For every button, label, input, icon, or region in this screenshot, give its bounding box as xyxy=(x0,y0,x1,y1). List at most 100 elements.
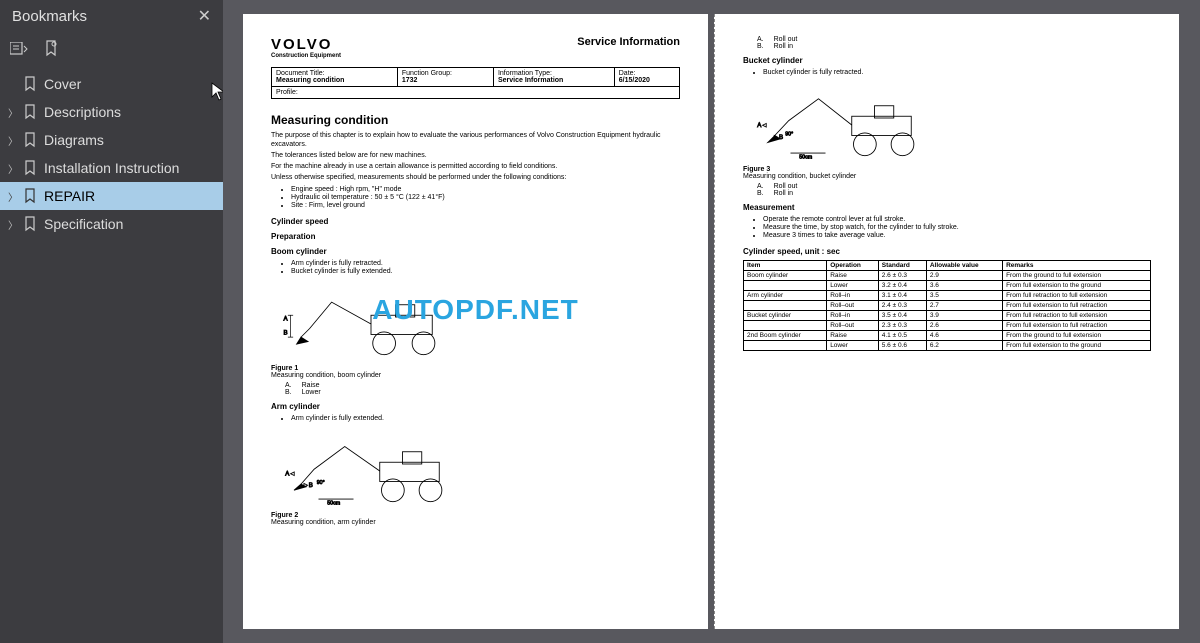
table-cell: 2.7 xyxy=(926,301,1002,311)
document-header: VOLVO Construction Equipment Service Inf… xyxy=(271,36,680,59)
meta-label: Date: xyxy=(619,70,636,77)
svg-text:►B: ►B xyxy=(303,482,313,489)
table-header: Allowable value xyxy=(926,261,1002,271)
bookmark-item-diagrams[interactable]: 〉 Diagrams xyxy=(0,126,223,154)
chevron-right-icon[interactable]: 〉 xyxy=(8,105,18,120)
list-item: Arm cylinder is fully extended. xyxy=(291,415,680,422)
sidebar-header: Bookmarks ✕ xyxy=(0,0,223,32)
table-header: Standard xyxy=(878,261,926,271)
table-cell: From full extension to full retraction xyxy=(1003,321,1151,331)
table-cell: 3.5 xyxy=(926,291,1002,301)
view-options-icon[interactable] xyxy=(10,40,28,58)
list-item: Measure 3 times to take average value. xyxy=(763,232,1151,239)
legend-value: Roll out xyxy=(774,183,798,190)
table-cell: Raise xyxy=(827,271,879,281)
legend-key: B. xyxy=(285,389,292,396)
table-cell xyxy=(744,341,827,351)
meta-value: Measuring condition xyxy=(276,77,344,84)
ribbon-icon[interactable] xyxy=(42,40,60,58)
table-cell: Boom cylinder xyxy=(744,271,827,281)
bookmark-ribbon-icon xyxy=(24,104,38,120)
meta-label: Function Group: xyxy=(402,70,452,77)
legend-key: A. xyxy=(285,382,292,389)
bookmark-item-repair[interactable]: 〉 REPAIR xyxy=(0,182,223,210)
bookmark-item-descriptions[interactable]: 〉 Descriptions xyxy=(0,98,223,126)
svg-text:►B: ►B xyxy=(773,134,783,141)
sidebar-toolbar xyxy=(0,32,223,66)
table-row: Roll–out2.4 ± 0.32.7From full extension … xyxy=(744,301,1151,311)
list-item: Arm cylinder is fully retracted. xyxy=(291,260,680,267)
svg-text:90°: 90° xyxy=(785,132,793,138)
chevron-right-icon[interactable]: 〉 xyxy=(8,161,18,176)
table-row: Boom cylinderRaise2.6 ± 0.32.9From the g… xyxy=(744,271,1151,281)
close-icon[interactable]: ✕ xyxy=(198,6,211,26)
body-text: For the machine already in use a certain… xyxy=(271,162,680,171)
cylinder-speed-table: Item Operation Standard Allowable value … xyxy=(743,260,1151,351)
table-cell: Roll–in xyxy=(827,291,879,301)
table-cell: Lower xyxy=(827,341,879,351)
bookmarks-sidebar: Bookmarks ✕ Cover 〉 Descriptions 〉 Diagr… xyxy=(0,0,223,643)
table-cell: Lower xyxy=(827,281,879,291)
bookmark-label: Descriptions xyxy=(44,104,121,120)
svg-text:90°: 90° xyxy=(317,481,325,487)
table-cell: 4.1 ± 0.5 xyxy=(878,331,926,341)
figure-caption: Figure 2Measuring condition, arm cylinde… xyxy=(271,512,680,526)
list-item: Hydraulic oil temperature : 50 ± 5 °C (1… xyxy=(291,194,680,201)
pdf-page-left: VOLVO Construction Equipment Service Inf… xyxy=(243,14,708,629)
logo-text: VOLVO xyxy=(271,36,341,53)
meta-value: 1732 xyxy=(402,77,418,84)
table-cell: 2.6 xyxy=(926,321,1002,331)
list-item: Measure the time, by stop watch, for the… xyxy=(763,224,1151,231)
bullet-list: Arm cylinder is fully retracted. Bucket … xyxy=(291,260,680,275)
table-cell: 5.6 ± 0.6 xyxy=(878,341,926,351)
bookmark-label: REPAIR xyxy=(44,188,95,204)
svg-text:A: A xyxy=(284,316,289,323)
bookmark-label: Diagrams xyxy=(44,132,104,148)
section-heading: Measuring condition xyxy=(271,113,680,127)
bookmark-ribbon-icon xyxy=(24,216,38,232)
bookmark-item-cover[interactable]: Cover xyxy=(0,70,223,98)
chevron-right-icon[interactable]: 〉 xyxy=(8,217,18,232)
figure-caption: Figure 3Measuring condition, bucket cyli… xyxy=(743,166,1151,180)
subheading: Bucket cylinder xyxy=(743,56,1151,65)
sidebar-title: Bookmarks xyxy=(12,8,87,25)
document-viewer[interactable]: VOLVO Construction Equipment Service Inf… xyxy=(223,0,1200,643)
bookmark-label: Installation Instruction xyxy=(44,160,179,176)
svg-text:B: B xyxy=(284,330,288,337)
list-item: Bucket cylinder is fully retracted. xyxy=(763,69,1151,76)
table-cell: Roll–in xyxy=(827,311,879,321)
meta-label: Profile: xyxy=(276,89,298,96)
bullet-list: Operate the remote control lever at full… xyxy=(763,216,1151,239)
bookmark-ribbon-icon xyxy=(24,76,38,92)
table-header-row: Item Operation Standard Allowable value … xyxy=(744,261,1151,271)
bookmark-item-installation[interactable]: 〉 Installation Instruction xyxy=(0,154,223,182)
table-header: Remarks xyxy=(1003,261,1151,271)
list-item: Site : Firm, level ground xyxy=(291,202,680,209)
table-cell: From full retraction to full extension xyxy=(1003,311,1151,321)
body-text: The purpose of this chapter is to explai… xyxy=(271,131,680,149)
excavator-figure-1: AB xyxy=(281,289,461,359)
table-cell: From full extension to the ground xyxy=(1003,281,1151,291)
table-cell: From full extension to the ground xyxy=(1003,341,1151,351)
bookmark-ribbon-icon xyxy=(24,132,38,148)
bookmark-item-specification[interactable]: 〉 Specification xyxy=(0,210,223,238)
volvo-logo: VOLVO Construction Equipment xyxy=(271,36,341,59)
bookmark-ribbon-icon xyxy=(24,160,38,176)
bookmark-label: Specification xyxy=(44,216,123,232)
table-title: Cylinder speed, unit : sec xyxy=(743,247,1151,256)
table-cell: 2.4 ± 0.3 xyxy=(878,301,926,311)
header-right: Service Information xyxy=(577,36,680,48)
chevron-right-icon[interactable]: 〉 xyxy=(8,189,18,204)
legend-key: B. xyxy=(757,190,764,197)
subheading: Arm cylinder xyxy=(271,402,680,411)
legend-value: Roll out xyxy=(774,36,798,43)
svg-text:50cm: 50cm xyxy=(327,501,340,507)
table-cell: 3.6 xyxy=(926,281,1002,291)
table-cell: Bucket cylinder xyxy=(744,311,827,321)
table-cell xyxy=(744,281,827,291)
bookmark-list: Cover 〉 Descriptions 〉 Diagrams 〉 Instal… xyxy=(0,66,223,242)
table-cell: 3.2 ± 0.4 xyxy=(878,281,926,291)
chevron-right-icon[interactable]: 〉 xyxy=(8,133,18,148)
list-item: Operate the remote control lever at full… xyxy=(763,216,1151,223)
table-row: Lower5.6 ± 0.66.2From full extension to … xyxy=(744,341,1151,351)
